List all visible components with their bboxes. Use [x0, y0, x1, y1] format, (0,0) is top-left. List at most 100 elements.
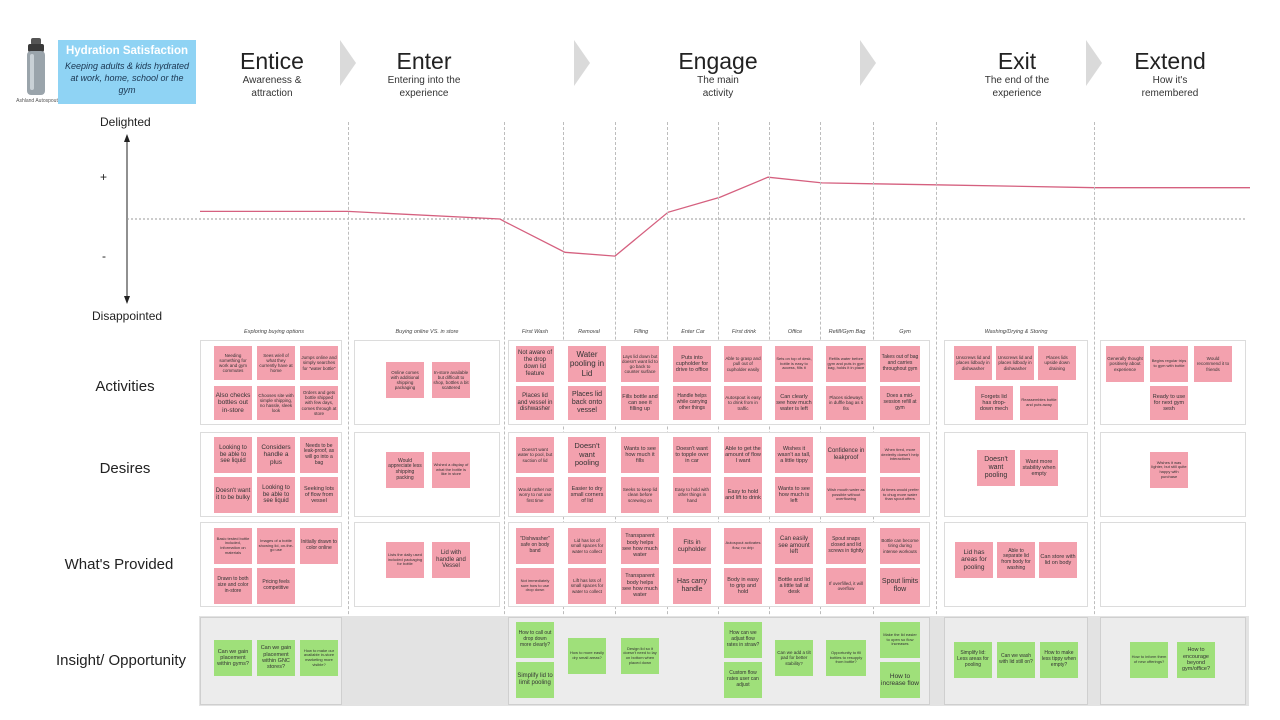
- desires-exit-panel: [944, 432, 1088, 517]
- sticky-note: When tired, more dexterity doesn't help …: [880, 437, 920, 473]
- sticky-note-insight: How to call out drop down more clearly?: [516, 622, 554, 658]
- sticky-note: Doesn't want water to pool, but suction …: [516, 437, 554, 473]
- sticky-note: Autospout is easy to drink from in traff…: [724, 386, 762, 420]
- phase-arrow: [340, 40, 356, 86]
- sticky-note: Seeks to keep lid clean before screwing …: [621, 477, 659, 513]
- sticky-note: Generally thought positively about exper…: [1106, 346, 1144, 382]
- arrow-down-icon: [124, 296, 130, 304]
- sticky-note: Also checks bottles out in-store: [214, 386, 252, 420]
- sticky-note: Would appreciate less shipping packing: [386, 452, 424, 488]
- phase-subtitle: Awareness &: [242, 75, 302, 86]
- sticky-note: Not immediately sure how to use drop dow…: [516, 568, 554, 604]
- column-heading: Gym: [899, 329, 911, 335]
- sticky-note: Can clearly see how much water is left: [775, 386, 813, 420]
- provided-extend-panel: [1100, 522, 1246, 607]
- sticky-note-insight: Make the lid easier to open so flow incr…: [880, 622, 920, 658]
- sticky-note-insight: How to more easily dry small areas?: [568, 638, 606, 674]
- axis-label-disappointed: Disappointed: [92, 309, 163, 323]
- phase-divider: [936, 122, 937, 704]
- phase-entice: Entice Awareness & attraction: [210, 48, 334, 100]
- sticky-note: Images of a bottle showing lid, on-the-g…: [257, 528, 295, 564]
- sticky-note: Lift has lots of small spaces for water …: [568, 568, 606, 604]
- phase-subtitle: remembered: [1141, 88, 1199, 99]
- axis-label-plus: +: [100, 170, 108, 184]
- sticky-note: Confidence in leakproof: [826, 437, 866, 473]
- column-heading: Enter Car: [681, 329, 705, 335]
- sticky-note: "Dishwasher" safe on body band: [516, 528, 554, 564]
- column-heading: First Wash: [521, 329, 549, 335]
- sticky-note: Easier to dry small corners of lid: [568, 477, 606, 513]
- phase-subtitle: Entering into the: [387, 75, 461, 86]
- hydration-subtitle: Keeping adults & kids hydrated at work, …: [64, 61, 190, 95]
- sticky-note: Places sideways in duffle bag as it fits: [826, 386, 866, 420]
- sticky-note: Able to separate lid from body for washi…: [997, 542, 1035, 578]
- sticky-note: Doesn't want it to be bulky: [214, 477, 252, 513]
- phase-arrow: [1086, 40, 1102, 86]
- sticky-note: Initially drawn to color online: [300, 528, 338, 564]
- sticky-note: Would recommend it to friends: [1194, 346, 1232, 382]
- sticky-note-insight: How to make less tippy when empty?: [1040, 642, 1078, 678]
- sticky-note: Body in easy to grip and hold: [724, 568, 762, 604]
- phase-subtitle: The end of the: [984, 75, 1050, 86]
- sticky-note: Handle helps while carrying other things: [673, 386, 711, 420]
- sticky-note: Unscrews lid and places lidbody in dishw…: [954, 346, 992, 380]
- sticky-note: Needs to be leak-proof, as will go into …: [300, 437, 338, 473]
- sticky-note: Lid has lot of small spaces for water to…: [568, 528, 606, 564]
- row-label-activities: Activities: [95, 378, 155, 395]
- sticky-note: Autospout activates flow, no drip: [724, 528, 762, 564]
- sticky-note-insight: How to encourage beyond gym/office?: [1177, 642, 1215, 678]
- phase-subtitle: How it's: [1152, 75, 1188, 86]
- arrow-up-icon: [124, 134, 130, 142]
- sticky-note-insight: Simplify lid to limit pooling: [516, 662, 554, 698]
- sticky-note: Water pooling in Lid: [568, 346, 606, 382]
- sticky-note-insight: How can we adjust flow rates in straw?: [724, 622, 762, 658]
- sticky-note: Can store with lid on body: [1039, 542, 1077, 578]
- sticky-note-insight: Design lid so it doesn't need to lay on …: [621, 638, 659, 674]
- sticky-note: Easy to hold with other things in hand: [673, 477, 711, 513]
- sticky-note: Places lid and vessel in dishwasher: [516, 386, 554, 420]
- provided-enter-panel: [354, 522, 500, 607]
- sticky-note: Puts into cupholder for drive to office: [673, 346, 711, 382]
- sticky-note: Forgets lid has drop-down mech: [975, 386, 1013, 420]
- phase-subtitle: experience: [399, 88, 449, 99]
- row-label-insight-opportunity: Insight/ Opportunity: [55, 652, 187, 669]
- sticky-note: Pricing feels competitive: [257, 568, 295, 604]
- sticky-note: Able to grasp and pull out of cupholder …: [724, 346, 762, 382]
- water-bottle-icon: [27, 38, 45, 95]
- sticky-note: Easy to hold and lift to drink: [724, 477, 762, 513]
- sticky-note: Can easily see amount left: [775, 528, 813, 564]
- sticky-note: If overfilled, it will overflow: [826, 568, 866, 604]
- phase-title: Enter: [396, 48, 452, 74]
- sticky-note: Lid with handle and Vessel: [432, 542, 470, 578]
- sticky-note: Fits in cupholder: [673, 528, 711, 564]
- phase-divider: [348, 122, 349, 704]
- sticky-note: Considers handle a plus: [257, 437, 295, 473]
- bottle-caption: Ashland Autospout: [16, 98, 58, 104]
- column-heading: Buying online VS. in store: [395, 329, 459, 335]
- sticky-note: Able to get the amount of flow I want: [724, 437, 762, 473]
- sticky-note-insight: Can we gain placement within gyms?: [214, 640, 252, 676]
- sticky-note: Drawn to both size and color in-store: [214, 568, 252, 604]
- desires-enter-panel: [354, 432, 500, 517]
- sticky-note: Unscrews lid and places lidbody in dishw…: [996, 346, 1034, 380]
- sticky-note: Online comes with additional shipping pa…: [386, 362, 424, 398]
- axis-label-minus: -: [102, 249, 106, 263]
- phase-enter: Enter Entering into the experience: [362, 48, 486, 100]
- sticky-note: Sets on top of desk, bottle is easy to a…: [775, 346, 813, 382]
- sticky-note: Doesn't want pooling: [977, 450, 1015, 486]
- sticky-note: Jumps online and simply searches for "wa…: [300, 346, 338, 380]
- sticky-note: Does a mid-session refill at gym: [880, 386, 920, 420]
- sticky-note: Lists the daily used included packaging …: [386, 542, 424, 578]
- column-heading: Removal: [578, 329, 600, 335]
- sticky-note: At times would prefer to chug more water…: [880, 477, 920, 513]
- sticky-note: Not aware of the drop down lid feature: [516, 346, 554, 382]
- sticky-note: Sees w/ell of what they currently have a…: [257, 346, 295, 380]
- sticky-note-insight: How to make our available in-store marke…: [300, 640, 338, 676]
- phase-title: Entice: [240, 48, 304, 74]
- axis-label-delighted: Delighted: [100, 115, 151, 129]
- sticky-note: Bottle and lid a little tall at desk: [775, 568, 813, 604]
- sticky-note: Transparent body helps see how much wate…: [621, 528, 659, 564]
- sticky-note: Chooses site with simple shipping, no ha…: [257, 386, 295, 420]
- column-heading: Filling: [633, 329, 649, 335]
- sticky-note: Would rather not worry to not use first …: [516, 477, 554, 513]
